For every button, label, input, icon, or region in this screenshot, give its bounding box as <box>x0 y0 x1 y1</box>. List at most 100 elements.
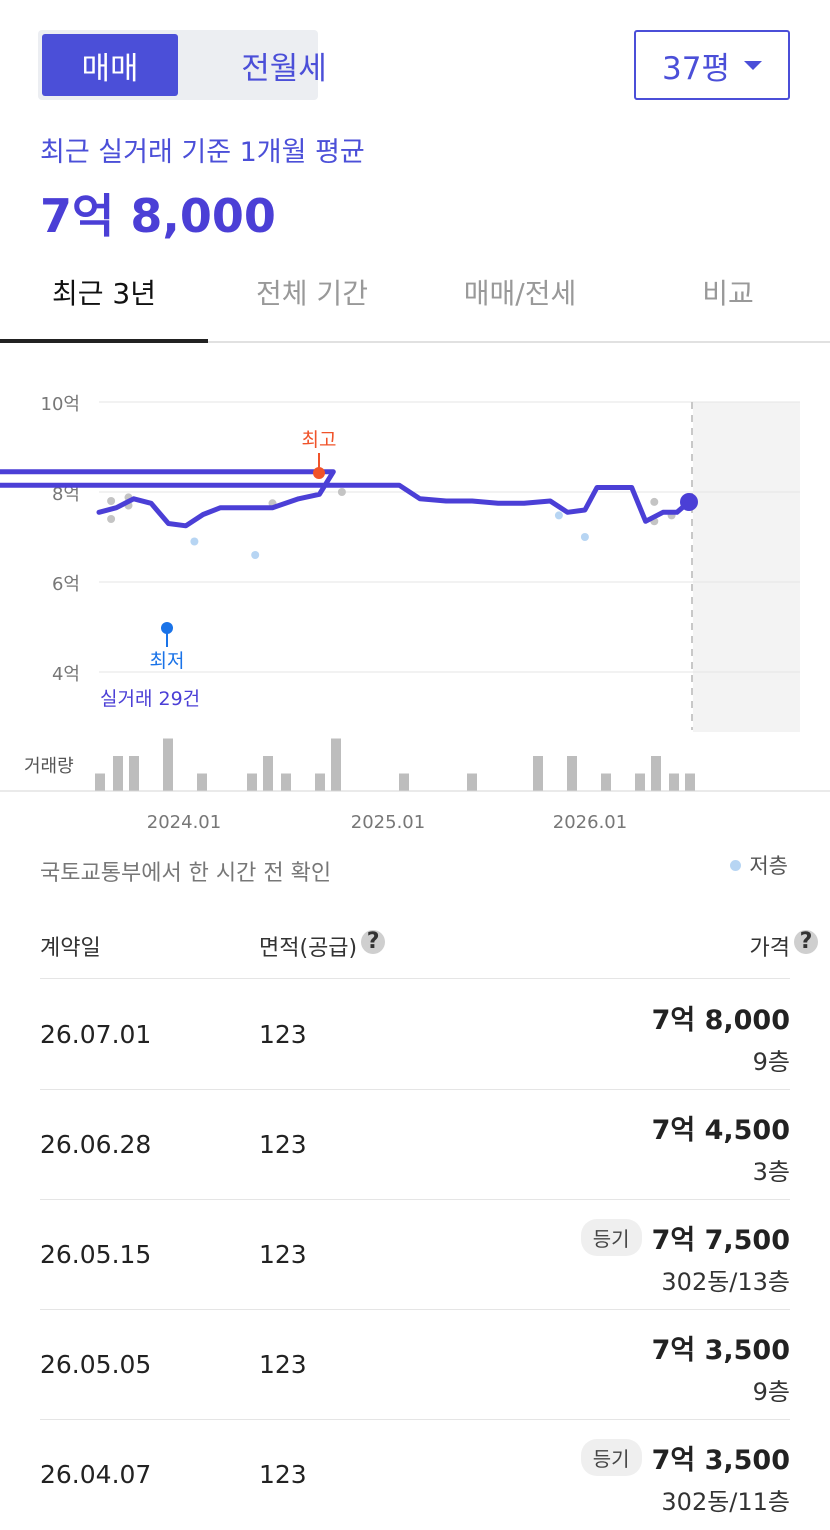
tab-recent-3y[interactable]: 최근 3년 <box>0 255 208 343</box>
row-area: 123 <box>259 1240 307 1269</box>
y-tick-label: 8억 <box>52 484 80 505</box>
table-row[interactable]: 26.06.28 123 7억 4,500 3층 <box>40 1090 790 1200</box>
header-area: 면적(공급) <box>259 936 358 961</box>
row-floor: 302동/13층 <box>661 1268 790 1296</box>
table-row[interactable]: 26.07.01 123 7억 8,000 9층 <box>40 980 790 1090</box>
low-marker <box>161 622 173 634</box>
chart-legend: 저층 <box>730 850 788 880</box>
average-price-label: 최근 실거래 기준 1개월 평균 <box>40 137 365 168</box>
deal-point <box>650 497 659 506</box>
volume-bar <box>685 773 695 791</box>
table-row[interactable]: 26.04.07 123 등기 7억 3,500 302동/11층 <box>40 1420 790 1529</box>
row-price: 7억 7,500 <box>651 1225 790 1256</box>
x-tick-label: 2024.01 <box>147 812 221 833</box>
help-icon[interactable]: ? <box>794 930 818 954</box>
volume-bar <box>635 773 645 791</box>
row-price: 7억 8,000 <box>651 1005 790 1036</box>
header-date: 계약일 <box>40 936 101 961</box>
volume-bar <box>315 773 325 791</box>
volume-bar <box>669 773 679 791</box>
deal-point <box>251 551 260 559</box>
period-tabs: 최근 3년 전체 기간 매매/전세 비교 <box>0 255 830 343</box>
row-price-wrap: 7억 8,000 <box>652 998 790 1037</box>
row-price-wrap: 등기 7억 7,500 <box>580 1218 790 1257</box>
header-price-wrap: 가격? <box>749 930 818 962</box>
header-price: 가격 <box>749 936 790 961</box>
row-date: 26.06.28 <box>40 1130 152 1159</box>
row-date: 26.05.05 <box>40 1350 152 1379</box>
high-label: 최고 <box>302 429 337 451</box>
volume-label: 거래량 <box>24 756 74 777</box>
data-source-text: 국토교통부에서 한 시간 전 확인 <box>40 861 332 886</box>
help-icon[interactable]: ? <box>361 930 386 954</box>
x-tick-label: 2026.01 <box>553 812 627 833</box>
trade-type-toggle: 매매 전월세 <box>38 30 327 100</box>
registered-badge: 등기 <box>580 1219 642 1256</box>
volume-bar <box>533 756 543 791</box>
row-area: 123 <box>259 1460 307 1489</box>
deal-count: 실거래 29건 <box>100 688 200 710</box>
volume-bar <box>247 773 257 791</box>
volume-bar <box>399 773 409 791</box>
deal-point <box>337 488 346 496</box>
volume-bar <box>651 756 661 791</box>
row-price-wrap: 7억 3,500 <box>652 1328 790 1367</box>
average-price: 7억 8,000 <box>40 189 276 243</box>
table-header: 계약일 면적(공급)? 가격? <box>40 930 818 979</box>
row-area: 123 <box>259 1020 307 1049</box>
sale-toggle-button[interactable]: 매매 <box>42 34 178 96</box>
deal-point <box>554 511 563 520</box>
volume-bar <box>567 756 577 791</box>
x-tick-label: 2025.01 <box>351 812 425 833</box>
deal-point <box>107 497 116 505</box>
row-floor: 302동/11층 <box>661 1488 790 1516</box>
caret-down-icon <box>743 60 762 70</box>
volume-bar <box>331 738 341 791</box>
volume-bar <box>129 756 139 791</box>
header-area-wrap: 면적(공급)? <box>259 930 386 962</box>
rent-toggle-button[interactable]: 전월세 <box>241 50 327 87</box>
table-row[interactable]: 26.05.15 123 등기 7억 7,500 302동/13층 <box>40 1200 790 1310</box>
row-price-wrap: 등기 7억 3,500 <box>580 1438 790 1477</box>
forecast-area <box>693 402 800 732</box>
row-date: 26.05.15 <box>40 1240 152 1269</box>
size-dropdown[interactable]: 37평 <box>634 30 790 100</box>
row-floor: 9층 <box>752 1378 790 1406</box>
row-price-wrap: 7억 4,500 <box>652 1108 790 1147</box>
volume-bar <box>197 773 207 791</box>
latest-price-marker[interactable] <box>680 493 698 511</box>
row-date: 26.04.07 <box>40 1460 152 1489</box>
low-label: 최저 <box>150 650 185 672</box>
row-price: 7억 3,500 <box>651 1445 790 1476</box>
y-tick-label: 6억 <box>52 574 80 595</box>
low-floor-dot-icon <box>730 859 742 871</box>
price-line <box>0 469 692 529</box>
row-price: 7억 3,500 <box>651 1335 790 1366</box>
legend-label: 저층 <box>749 854 788 878</box>
deal-point <box>190 537 199 546</box>
row-floor: 9층 <box>752 1048 790 1076</box>
deal-point <box>580 533 589 541</box>
row-date: 26.07.01 <box>40 1020 152 1049</box>
size-dropdown-value: 37평 <box>662 50 730 87</box>
row-price: 7억 4,500 <box>651 1115 790 1146</box>
table-row[interactable]: 26.05.05 123 7억 3,500 9층 <box>40 1310 790 1420</box>
volume-bar <box>601 773 611 791</box>
tab-sale-jeonse[interactable]: 매매/전세 <box>463 277 577 310</box>
deal-table: 26.07.01 123 7억 8,000 9층 26.06.28 123 7억… <box>40 980 790 1529</box>
tab-compare[interactable]: 비교 <box>702 277 754 310</box>
y-tick-label: 4억 <box>52 664 80 685</box>
price-chart[interactable]: 10억 8억 6억 4억 최고 최저 실거래 29건 거래량 2024.01 2… <box>0 360 830 840</box>
tab-all-period[interactable]: 전체 기간 <box>256 277 368 310</box>
row-floor: 3층 <box>752 1158 790 1186</box>
volume-bar <box>263 756 273 791</box>
registered-badge: 등기 <box>580 1439 642 1476</box>
row-area: 123 <box>259 1130 307 1159</box>
deal-point <box>107 515 116 523</box>
volume-bar <box>467 773 477 791</box>
volume-bar <box>163 738 173 791</box>
row-area: 123 <box>259 1350 307 1379</box>
volume-bar <box>113 756 123 791</box>
volume-bar <box>95 773 105 791</box>
y-tick-label: 10억 <box>41 394 80 415</box>
